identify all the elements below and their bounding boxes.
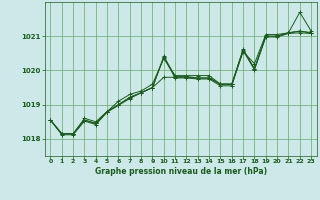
X-axis label: Graphe pression niveau de la mer (hPa): Graphe pression niveau de la mer (hPa) — [95, 167, 267, 176]
